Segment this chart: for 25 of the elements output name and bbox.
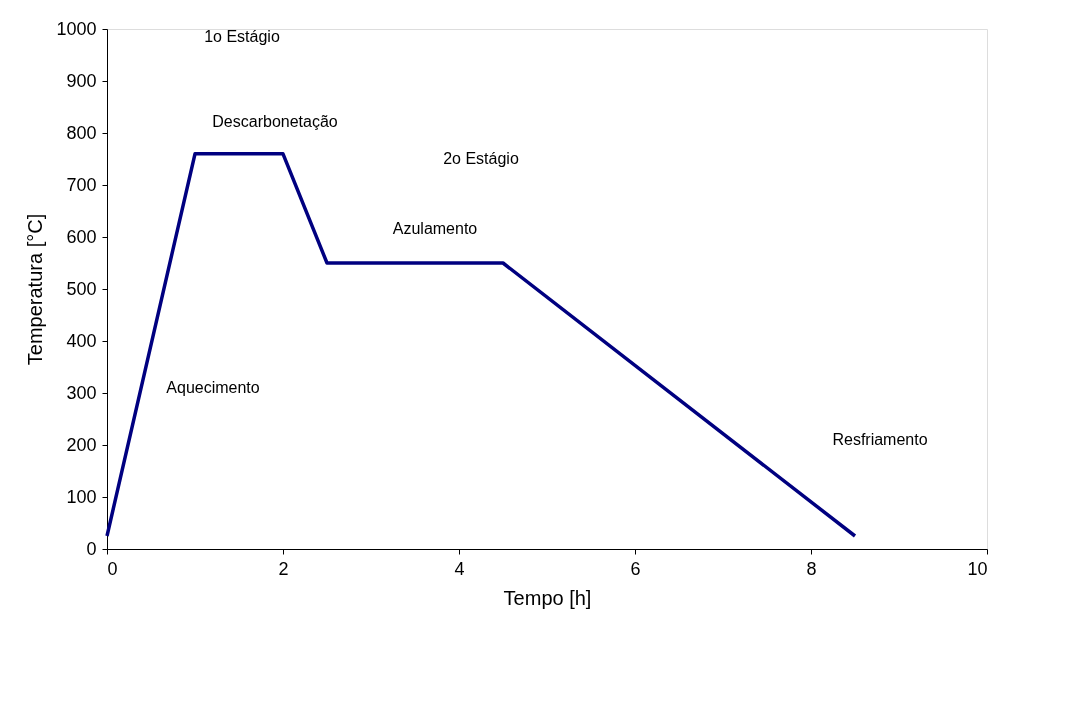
annotation: Resfriamento xyxy=(832,431,928,448)
x-tick-label: 4 xyxy=(454,558,465,579)
annotation: Aquecimento xyxy=(166,379,260,396)
y-tick-label: 200 xyxy=(66,434,97,455)
y-axis-title: Temperatura [°C] xyxy=(24,213,47,366)
y-tick-label: 800 xyxy=(66,122,97,143)
x-axis-title: Tempo [h] xyxy=(503,586,592,609)
annotation: Descarbonetação xyxy=(212,113,338,130)
y-tick-label: 300 xyxy=(66,382,97,403)
y-tick-label: 400 xyxy=(66,330,97,351)
x-tick-label: 2 xyxy=(278,558,289,579)
x-tick-label: 0 xyxy=(107,558,118,579)
y-tick-label: 1000 xyxy=(56,18,97,39)
x-tick-label: 8 xyxy=(806,558,817,579)
annotation: Azulamento xyxy=(392,220,478,237)
y-tick-label: 100 xyxy=(66,486,97,507)
annotation: 1o Estágio xyxy=(204,28,280,45)
x-tick-label: 10 xyxy=(967,558,988,579)
y-tick-label: 0 xyxy=(86,538,97,559)
y-tick-label: 900 xyxy=(66,70,97,91)
annotation: 2o Estágio xyxy=(443,150,519,167)
y-tick-label: 500 xyxy=(66,278,97,299)
x-tick-label: 6 xyxy=(630,558,641,579)
y-tick-label: 700 xyxy=(66,174,97,195)
y-tick-label: 600 xyxy=(66,226,97,247)
